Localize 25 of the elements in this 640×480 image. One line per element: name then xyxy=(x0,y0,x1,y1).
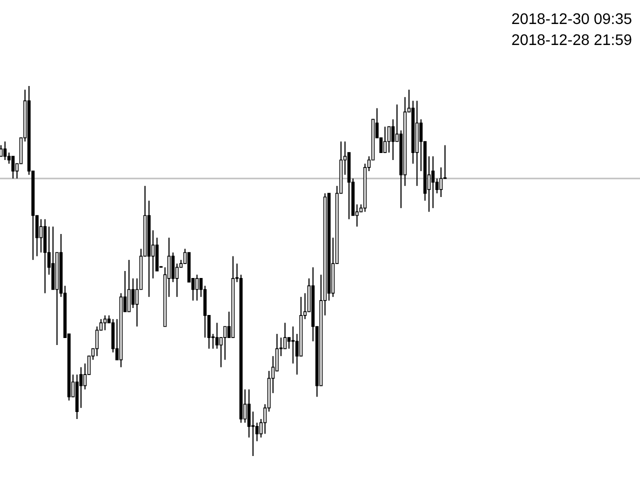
candlestick xyxy=(131,278,135,309)
candlestick xyxy=(255,422,259,442)
candlestick xyxy=(215,322,219,350)
candlestick xyxy=(291,326,295,364)
candlestick xyxy=(171,252,175,283)
candlestick xyxy=(195,274,199,302)
candlestick xyxy=(383,126,387,154)
candlestick xyxy=(247,388,251,438)
candlestick xyxy=(223,326,227,360)
candlestick xyxy=(0,144,3,157)
candlestick xyxy=(439,166,443,198)
candlestick xyxy=(79,366,83,408)
candlestick xyxy=(11,156,15,180)
candlestick xyxy=(103,314,107,331)
candlestick xyxy=(391,118,395,161)
text: 2018-12-30 09:35 xyxy=(512,13,632,24)
candlestick xyxy=(387,126,391,154)
candlestick xyxy=(95,326,99,357)
candlestick xyxy=(283,322,287,350)
text: 2018-12-28 21:59 xyxy=(512,34,632,46)
candlestick xyxy=(287,337,291,350)
candlestick xyxy=(39,218,43,254)
candlestick xyxy=(127,259,131,312)
candlestick xyxy=(3,140,7,161)
candlestick xyxy=(431,156,435,209)
